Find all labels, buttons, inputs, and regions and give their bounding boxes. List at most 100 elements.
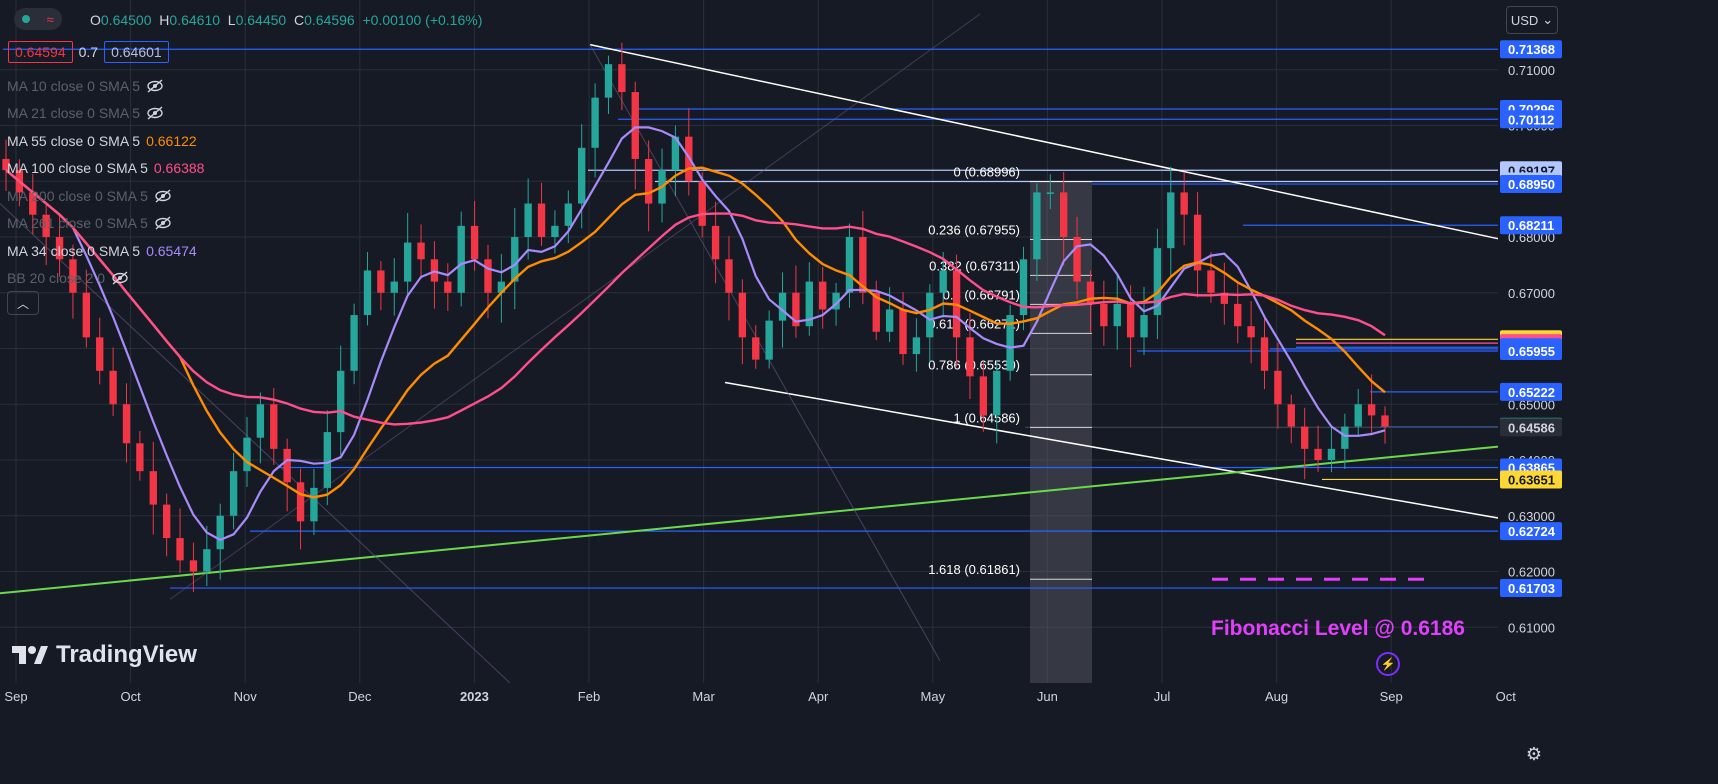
gear-icon[interactable]: ⚙ (1525, 744, 1543, 764)
market-open-icon (22, 15, 31, 23)
price-label-badge (1500, 216, 1562, 235)
candle-body (859, 237, 867, 293)
fib-level-label: 0.236 (0.67955) (928, 223, 1020, 238)
x-tick-label: Mar (692, 689, 715, 704)
hidden-eye-icon[interactable] (154, 189, 172, 203)
candle-body (765, 320, 773, 360)
y-tick-label: 0.67000 (1508, 286, 1555, 301)
x-tick-label: Feb (578, 689, 600, 704)
candle-body (511, 237, 519, 282)
support-trendline (0, 445, 1499, 595)
candle-body (162, 504, 171, 539)
indicator-label: MA 21 close 0 SMA 5 (7, 105, 141, 122)
candle-body (1167, 192, 1175, 249)
candle-body (1247, 326, 1255, 338)
price-label-badge (1500, 418, 1562, 437)
hidden-eye-icon[interactable] (146, 79, 164, 93)
candle-body (1300, 426, 1309, 449)
candle-body (1367, 404, 1376, 416)
wave-icon: ≈ (46, 11, 54, 27)
indicator-row[interactable]: MA 34 close 0 SMA 5 0.65474 (7, 237, 204, 265)
candle-body (551, 225, 559, 237)
candle-body (711, 225, 720, 260)
indicator-label: MA 261 close 0 SMA 5 (7, 215, 148, 232)
price-label-text: 0.65222 (1508, 385, 1555, 400)
candle-body (738, 292, 747, 338)
price-label-badge (1500, 522, 1562, 541)
candle-body (270, 404, 278, 449)
candle-body (1140, 315, 1148, 338)
candle-body (1260, 337, 1269, 371)
sell-price-button[interactable]: 0.64594 (8, 41, 73, 63)
fib-level-label: 1.618 (0.61861) (928, 562, 1020, 577)
time-axis-bg (0, 683, 1718, 784)
candle-body (189, 560, 198, 572)
candle-body (845, 237, 854, 293)
candle-body (1086, 281, 1095, 304)
candle-body (1046, 192, 1054, 194)
candle-body (644, 158, 653, 204)
candle-body (109, 370, 117, 405)
x-tick-label: Oct (1496, 689, 1517, 704)
hidden-eye-icon[interactable] (146, 106, 164, 120)
x-tick-label: Jun (1037, 689, 1058, 704)
candle-body (725, 259, 733, 293)
price-label-text: 0.68211 (1508, 218, 1554, 233)
candle-body (1207, 270, 1215, 293)
indicator-row[interactable]: MA 100 close 0 SMA 5 0.66388 (7, 155, 204, 183)
candle-body (403, 242, 412, 282)
candle-body (1220, 292, 1229, 304)
candle-body (390, 281, 398, 293)
hidden-eye-icon[interactable] (111, 271, 129, 285)
fib-level-label: 0 (0.68996) (954, 164, 1021, 179)
indicator-row[interactable]: MA 21 close 0 SMA 5 (7, 100, 204, 128)
indicator-label: MA 10 close 0 SMA 5 (7, 77, 141, 94)
ma55-line (5, 166, 1386, 499)
candle-body (618, 64, 626, 93)
indicator-row[interactable]: MA 261 close 0 SMA 5 (7, 210, 204, 238)
price-label-badge (1500, 470, 1562, 489)
candle-body (1153, 248, 1162, 316)
candle-body (1100, 303, 1108, 327)
indicator-row[interactable]: MA 10 close 0 SMA 5 (7, 72, 204, 100)
y-tick-label: 0.62000 (1508, 565, 1555, 580)
candle-body (1019, 259, 1028, 316)
x-tick-label: Jul (1154, 689, 1171, 704)
collapse-legend-button[interactable]: ︿ (7, 291, 39, 315)
tradingview-logo[interactable]: TradingView (10, 641, 197, 669)
candle-body (1341, 426, 1349, 449)
candle-body (819, 281, 827, 310)
price-label-text: 0.65955 (1508, 344, 1555, 359)
indicator-value: 0.66388 (153, 160, 205, 177)
candle-body (122, 404, 131, 444)
buy-price-button[interactable]: 0.64601 (104, 41, 169, 63)
candle-body (1033, 192, 1041, 260)
candle-body (1327, 448, 1336, 460)
candle-body (82, 292, 91, 338)
currency-select[interactable]: USD ⌄ (1506, 6, 1558, 34)
candle-body (899, 309, 907, 355)
indicator-row[interactable]: MA 200 close 0 SMA 5 (7, 182, 204, 210)
currency-label: USD (1510, 12, 1539, 28)
candle-body (1274, 370, 1282, 405)
diagonal-helper-line (169, 13, 981, 600)
indicator-row[interactable]: BB 20 close 2 0 (7, 265, 204, 293)
x-tick-label: Apr (808, 689, 829, 704)
tradingview-logo-icon (12, 646, 48, 664)
x-tick-label: May (921, 689, 946, 704)
indicator-legend: MA 10 close 0 SMA 5 MA 21 close 0 SMA 5 MA… (7, 72, 204, 292)
bolt-icon[interactable]: ⚡ (1376, 652, 1400, 676)
candle-body (1287, 404, 1295, 427)
candle-body (310, 487, 318, 522)
indicator-row[interactable]: MA 55 close 0 SMA 5 0.66122 (7, 127, 204, 155)
chevron-up-icon: ︿ (16, 296, 29, 311)
candle-body (631, 92, 639, 159)
fib-level-label: 0.382 (0.67311) (929, 258, 1020, 273)
fib-level-note: Fibonacci Level @ 0.6186 (1211, 617, 1465, 640)
x-tick-label: 2023 (460, 689, 489, 704)
chevron-down-icon: ⌄ (1542, 12, 1554, 27)
candle-body (283, 448, 291, 483)
hidden-eye-icon[interactable] (154, 216, 172, 230)
market-status-pill[interactable]: ≈ (14, 8, 62, 30)
